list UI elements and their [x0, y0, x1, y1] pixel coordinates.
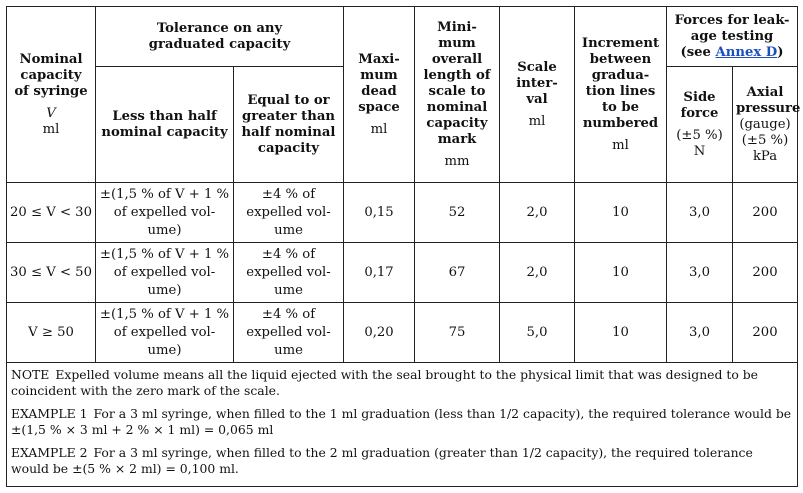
notes-row: NOTE Expelled volume means all the liquid…: [5, 362, 799, 487]
cell-less-than-half: ±(1,5 % of V + 1 % of expelled vol-ume): [95, 182, 234, 243]
header-dead-space-unit: ml: [370, 121, 388, 137]
cell-increment: 10: [574, 242, 667, 303]
cell-axial-pressure: 200: [731, 242, 799, 303]
header-dead-space: Maxi- mum dead space ml: [343, 6, 415, 183]
example-1-label: EXAMPLE 1: [11, 406, 88, 421]
cell-dead-space: 0,17: [343, 242, 415, 303]
cell-less-than-half: ±(1,5 % of V + 1 % of expelled vol-ume): [95, 242, 234, 303]
table-row: V ≥ 50 ±(1,5 % of V + 1 % of expelled vol…: [6, 302, 799, 363]
header-equal-or-greater: Equal to or greater than half nominal ca…: [233, 66, 344, 183]
header-axial-gauge: (gauge): [739, 116, 791, 132]
note-paragraph: NOTE Expelled volume means all the liquid…: [11, 367, 793, 399]
header-nominal-symbol: V: [46, 105, 56, 121]
example-2-label: EXAMPLE 2: [11, 445, 88, 460]
note-text: Expelled volume means all the liquid eje…: [11, 367, 759, 398]
header-increment: Increment between gradua- tion lines to …: [574, 6, 667, 183]
cell-range: 30 ≤ V < 50: [6, 242, 96, 303]
header-side-force-tolerance: (±5 %): [676, 127, 723, 143]
syringe-specification-table: Nominal capacity of syringe V ml Toleran…: [5, 6, 800, 487]
cell-side-force: 3,0: [666, 302, 733, 363]
cell-dead-space: 0,20: [343, 302, 415, 363]
header-axial-pressure: Axial pressure (gauge) (±5 %) kPa: [731, 66, 800, 183]
cell-min-length: 67: [414, 242, 500, 303]
cell-scale-interval: 2,0: [499, 242, 575, 303]
annex-d-link[interactable]: Annex D: [715, 44, 778, 60]
cell-side-force: 3,0: [666, 182, 733, 243]
cell-equal-or-greater: ±4 % of expelled vol-ume: [233, 242, 344, 303]
header-tolerance-group: Tolerance on any graduated capacity: [95, 6, 344, 67]
notes-cell: NOTE Expelled volume means all the liquid…: [5, 362, 799, 487]
cell-range: 20 ≤ V < 30: [6, 182, 96, 243]
cell-less-than-half: ±(1,5 % of V + 1 % of expelled vol-ume): [95, 302, 234, 363]
note-label: NOTE: [11, 367, 50, 382]
header-nominal-capacity: Nominal capacity of syringe V ml: [6, 6, 96, 183]
cell-side-force: 3,0: [666, 242, 733, 303]
table-row: 20 ≤ V < 30 ±(1,5 % of V + 1 % of expelle…: [6, 182, 799, 243]
cell-increment: 10: [574, 302, 667, 363]
cell-dead-space: 0,15: [343, 182, 415, 243]
cell-equal-or-greater: ±4 % of expelled vol-ume: [233, 302, 344, 363]
cell-equal-or-greater: ±4 % of expelled vol-ume: [233, 182, 344, 243]
cell-axial-pressure: 200: [731, 302, 799, 363]
example-2-text: For a 3 ml syringe, when filled to the 2…: [11, 445, 753, 476]
cell-axial-pressure: 200: [731, 182, 799, 243]
cell-range: V ≥ 50: [6, 302, 96, 363]
cell-scale-interval: 5,0: [499, 302, 575, 363]
example-1-text: For a 3 ml syringe, when filled to the 1…: [11, 406, 792, 437]
cell-min-length: 52: [414, 182, 500, 243]
cell-scale-interval: 2,0: [499, 182, 575, 243]
header-side-force: Side force (±5 %) N: [666, 66, 733, 183]
header-scale-interval: Scale inter- val ml: [499, 6, 575, 183]
header-less-than-half: Less than half nominal capacity: [95, 66, 234, 183]
example-2-paragraph: EXAMPLE 2 For a 3 ml syringe, when filled…: [11, 445, 793, 477]
header-axial-tolerance: (±5 %): [741, 132, 789, 148]
header-axial-unit: kPa: [752, 148, 778, 164]
table-row: 30 ≤ V < 50 ±(1,5 % of V + 1 % of expelle…: [6, 242, 799, 303]
header-min-length: Mini- mum overall length of scale to nom…: [414, 6, 500, 183]
specification-table-container: Nominal capacity of syringe V ml Toleran…: [5, 6, 800, 487]
cell-increment: 10: [574, 182, 667, 243]
header-forces-group: Forces for leak- age testing (see Annex …: [665, 6, 799, 67]
header-min-length-unit: mm: [444, 153, 470, 169]
header-scale-interval-unit: ml: [528, 113, 546, 129]
header-side-force-unit: N: [693, 143, 706, 159]
example-1-paragraph: EXAMPLE 1 For a 3 ml syringe, when filled…: [11, 406, 793, 438]
header-increment-unit: ml: [612, 137, 629, 153]
cell-min-length: 75: [414, 302, 500, 363]
header-nominal-unit: ml: [42, 121, 60, 137]
